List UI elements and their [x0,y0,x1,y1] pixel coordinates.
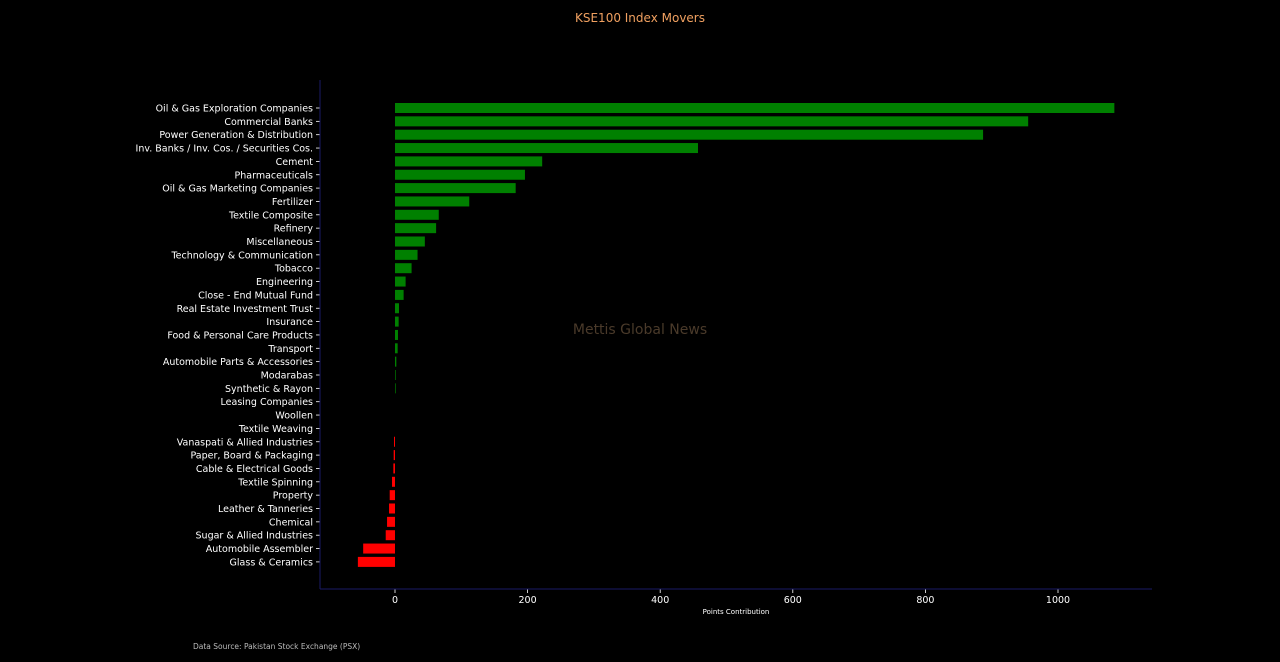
bar [395,156,543,167]
bar [395,383,396,394]
bar [395,116,1029,127]
category-label: Textile Weaving [238,424,313,435]
bar [395,103,1115,113]
bar [392,476,395,487]
x-tick-label: 0 [392,595,398,606]
category-label: Vanaspati & Allied Industries [177,437,313,448]
category-label: Leather & Tanneries [218,504,313,515]
bar [395,183,516,194]
category-label: Fertilizer [272,197,313,208]
category-label: Pharmaceuticals [235,170,314,181]
category-label: Commercial Banks [224,117,313,128]
category-label: Modarabas [261,371,313,382]
chart-title: KSE100 Index Movers [575,11,705,25]
bar [395,143,698,154]
bar [395,263,412,274]
bar [395,276,406,287]
bar [395,249,418,260]
category-label: Engineering [256,277,313,288]
bar [395,316,399,327]
bar [395,223,437,234]
category-label: Transport [267,344,313,355]
category-label: Paper, Board & Packaging [190,451,313,462]
category-label: Food & Personal Care Products [167,330,313,341]
bar [395,303,399,314]
category-label: Refinery [274,224,314,235]
watermark: Mettis Global News [573,322,707,338]
bar [395,169,525,180]
category-label: Leasing Companies [221,397,314,408]
bars-group [357,103,1115,567]
x-axis: 0 200 400 600 800 1000 [392,589,1070,606]
category-label: Technology & Communication [170,250,313,261]
bar [387,516,395,527]
category-label: Inv. Banks / Inv. Cos. / Securities Cos. [136,144,313,155]
category-label: Cable & Electrical Goods [196,464,313,475]
bar [385,530,395,541]
bar [394,436,395,447]
category-label: Oil & Gas Exploration Companies [156,104,313,115]
bar [389,503,395,514]
x-tick-label: 600 [784,595,802,606]
category-label: Property [273,491,314,502]
x-tick-label: 800 [916,595,934,606]
category-label: Sugar & Allied Industries [196,531,314,542]
x-axis-label: Points Contribution [703,608,770,616]
category-label: Cement [276,157,314,168]
bar [357,556,395,567]
bar [395,370,396,380]
category-label: Woollen [275,411,313,422]
category-label: Oil & Gas Marketing Companies [162,184,313,195]
category-label: Automobile Assembler [206,544,313,555]
category-label: Real Estate Investment Trust [177,304,314,315]
bar [393,463,395,474]
x-tick-label: 200 [519,595,537,606]
bar [395,356,397,367]
bar [395,236,425,247]
bar [395,196,470,207]
category-label: Insurance [266,317,313,328]
bar [389,490,395,501]
category-label: Textile Spinning [237,477,313,488]
category-labels: Oil & Gas Exploration Companies Commercia… [136,104,320,568]
bar [393,450,395,461]
bar [395,129,984,140]
bar [395,289,404,300]
bar [363,543,395,554]
bar [395,343,398,354]
category-label: Close - End Mutual Fund [198,290,313,301]
category-label: Textile Composite [228,210,313,221]
data-source: Data Source: Pakistan Stock Exchange (PS… [193,642,360,651]
category-label: Power Generation & Distribution [159,130,313,141]
category-label: Tobacco [274,264,313,275]
x-tick-label: 1000 [1046,595,1070,606]
category-label: Glass & Ceramics [230,557,313,568]
category-label: Synthetic & Rayon [225,384,313,395]
bar [395,329,398,340]
category-label: Miscellaneous [246,237,313,248]
category-label: Chemical [269,517,313,528]
bar [395,209,439,220]
x-tick-label: 400 [651,595,669,606]
category-label: Automobile Parts & Accessories [163,357,313,368]
